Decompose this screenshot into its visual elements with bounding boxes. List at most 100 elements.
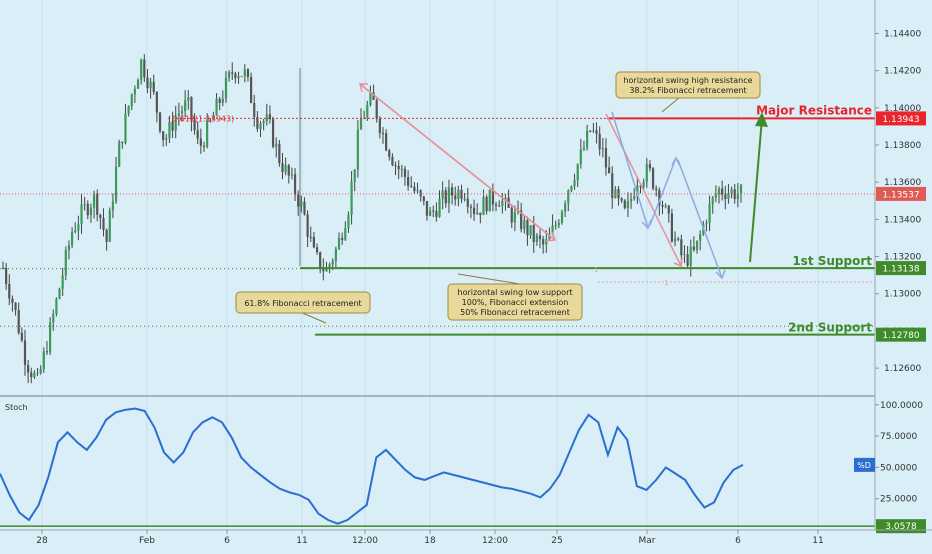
candle-body (243, 69, 246, 77)
time-tick-label: Mar (639, 536, 656, 546)
candle-body (334, 249, 337, 261)
candle-body (535, 235, 538, 242)
candle-body (262, 121, 265, 124)
time-tick-label: 28 (36, 536, 48, 546)
candle-body (303, 201, 306, 215)
candle-body (422, 196, 425, 201)
candle-body (105, 229, 108, 242)
candle-body (570, 186, 573, 191)
candle-body (472, 207, 476, 214)
candle-body (130, 94, 133, 107)
candle-body (337, 237, 341, 250)
candle-body (49, 322, 52, 353)
candle-body (77, 224, 80, 231)
candle-body (121, 141, 124, 143)
candlestick-layer (1, 54, 743, 384)
candle-body (20, 332, 23, 341)
candle-body (231, 72, 234, 74)
candle-body (297, 194, 300, 207)
annotation-resistance: horizontal swing high resistance 38.2% F… (615, 71, 761, 113)
candle-body (717, 188, 721, 195)
candle-body (441, 190, 444, 199)
candle-body (410, 185, 413, 187)
annotation-support-line2: 100%, Fibonacci extension (462, 298, 569, 307)
candle-body (538, 235, 542, 240)
candle-body (438, 198, 441, 217)
candle-body (70, 231, 74, 246)
candle-body (199, 138, 202, 146)
candle-body (586, 130, 589, 148)
candle-body (27, 365, 30, 373)
candle-body (466, 198, 469, 207)
candle-body (648, 164, 652, 169)
candle-body (520, 210, 523, 230)
candle-body (724, 194, 727, 200)
candle-body (281, 163, 284, 173)
candle-body (265, 114, 268, 122)
candle-body (476, 212, 479, 214)
candle-body (202, 145, 206, 147)
annotation-fib618: 61.8% Fibonacci retracement (235, 291, 371, 324)
candle-body (284, 165, 287, 173)
candle-body (36, 372, 39, 374)
candle-body (655, 188, 658, 190)
candle-body (234, 73, 237, 79)
candle-body (658, 189, 661, 206)
candle-body (180, 111, 184, 114)
stoch-d-badge-text: %D (857, 461, 871, 470)
candle-body (165, 138, 168, 140)
candle-body (510, 207, 513, 223)
candle-body (39, 369, 42, 373)
candle-body (162, 131, 165, 140)
candle-body (711, 197, 714, 205)
annotation-support-line1: horizontal swing low support (458, 288, 573, 297)
candle-body (271, 119, 275, 147)
candle-body (542, 239, 545, 245)
candle-body (83, 203, 86, 205)
candle-body (582, 147, 586, 150)
candle-body (221, 98, 224, 103)
candle-body (325, 267, 328, 272)
candle-body (149, 81, 152, 89)
candle-body (193, 120, 196, 131)
price-tick-label: 1.13600 (884, 178, 921, 188)
candle-body (375, 99, 378, 119)
candle-body (96, 193, 99, 215)
candle-body (30, 372, 33, 378)
candle-body (730, 189, 733, 194)
candle-body (463, 198, 466, 200)
candle-body (212, 115, 215, 120)
candle-body (488, 189, 491, 212)
candle-body (608, 167, 611, 174)
candle-body (645, 164, 648, 183)
candle-body (124, 113, 127, 143)
candle-body (576, 164, 579, 181)
candle-body (428, 210, 432, 216)
candle-body (416, 190, 419, 192)
time-tick-label: 11 (812, 536, 823, 546)
second-support-label: 2nd Support (788, 321, 872, 335)
candle-body (249, 77, 253, 104)
fib-small-label-2: 1 (664, 279, 668, 287)
candle-body (551, 225, 554, 235)
price-badge-label: 1.13138 (882, 265, 919, 275)
price-badges: 1.13943 1.13537 1.13138 1.12780 (876, 111, 926, 342)
candle-body (494, 204, 498, 206)
candle-body (385, 133, 388, 151)
candle-body (388, 150, 391, 157)
candle-body (560, 211, 564, 224)
price-badge-bg (876, 111, 926, 126)
candle-body (253, 103, 256, 118)
candle-body (133, 88, 136, 95)
projection-arrow (749, 117, 763, 263)
candle-body (328, 264, 331, 268)
candle-body (228, 72, 231, 78)
candle-body (366, 104, 369, 118)
candle-body (403, 168, 407, 178)
candle-body (184, 100, 187, 112)
candle-body (400, 168, 403, 170)
candle-body (564, 203, 567, 212)
candle-body (196, 130, 199, 139)
candle-body (667, 205, 670, 214)
